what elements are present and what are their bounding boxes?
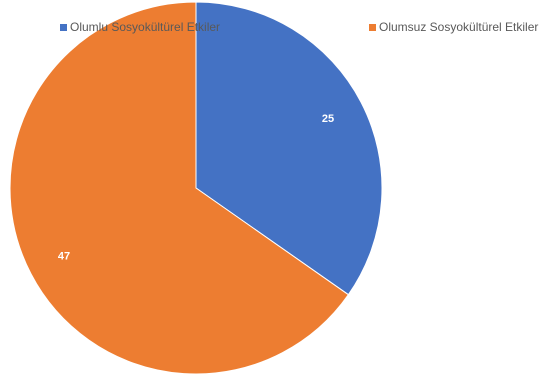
- pie-slice-olumlu: [195, 1, 383, 296]
- legend-label-olumsuz: Olumsuz Sosyokültürel Etkiler: [379, 20, 539, 34]
- legend-item-olumsuz: Olumsuz Sosyokültürel Etkiler: [369, 20, 538, 34]
- legend-swatch-olumlu: [60, 23, 67, 31]
- pie-data-labels: 25 47: [58, 113, 334, 262]
- legend-label-olumlu: Olumlu Sosyokültürel Etkiler: [70, 20, 221, 34]
- data-label-olumlu: 25: [322, 113, 334, 125]
- pie-slice-olumsuz: [9, 1, 350, 375]
- legend-item-olumlu: Olumlu Sosyokültürel Etkiler: [60, 20, 220, 34]
- pie-slices: [9, 1, 383, 375]
- data-label-olumsuz: 47: [58, 251, 70, 263]
- legend-swatch-olumsuz: [369, 23, 376, 31]
